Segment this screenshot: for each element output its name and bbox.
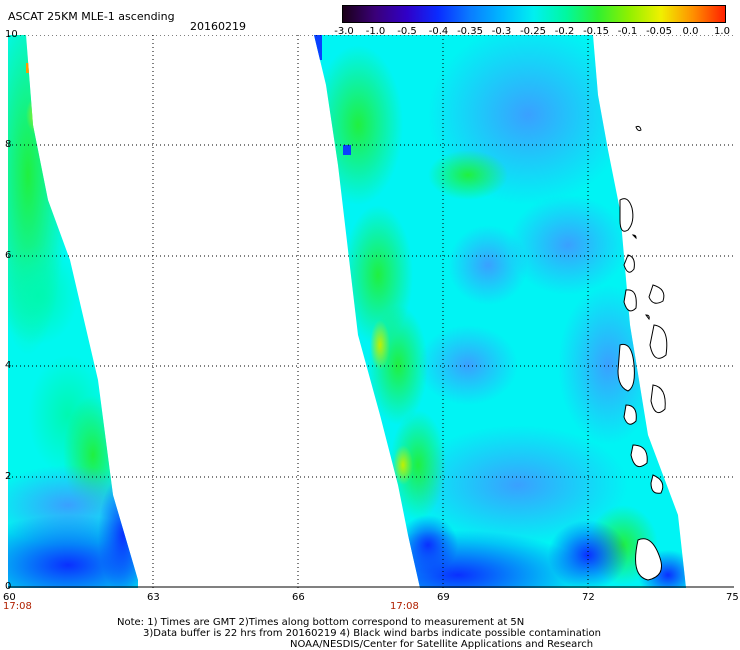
color-scale-segment <box>629 6 662 22</box>
color-scale-segment <box>661 6 694 22</box>
color-scale-label: -0.4 <box>428 26 449 37</box>
y-tick-8: 8 <box>5 139 12 150</box>
color-scale-label: -0.5 <box>397 26 417 37</box>
product-date: 20160219 <box>190 20 246 33</box>
x-tick-69: 69 <box>437 592 450 603</box>
note-line-1: Note: 1) Times are GMT 2)Times along bot… <box>117 617 525 628</box>
x-tick-75: 75 <box>726 592 739 603</box>
color-scale-segment <box>406 6 439 22</box>
color-scale-label: -0.3 <box>491 26 512 37</box>
x-tick-60: 60 <box>3 592 16 603</box>
color-scale-label: -0.35 <box>457 26 483 37</box>
color-scale-label: 1.0 <box>714 26 730 37</box>
color-scale-label: -0.25 <box>520 26 546 37</box>
right-swath <box>314 35 686 588</box>
y-tick-6: 6 <box>5 250 12 261</box>
swath-map <box>8 35 734 588</box>
product-title: ASCAT 25KM MLE-1 ascending <box>8 10 175 23</box>
color-scale-label: -0.2 <box>554 26 575 37</box>
time-label-left: 17:08 <box>3 601 32 612</box>
color-scale-label: 0.0 <box>682 26 699 37</box>
color-scale-label: -1.0 <box>365 26 386 37</box>
color-scale-segment <box>565 6 598 22</box>
color-scale-segment <box>343 6 375 22</box>
note-line-3: NOAA/NESDIS/Center for Satellite Applica… <box>290 639 594 650</box>
color-scale-segment <box>438 6 471 22</box>
y-tick-2: 2 <box>5 471 12 482</box>
color-scale-label: -0.1 <box>617 26 638 37</box>
color-scale-segment <box>502 6 534 22</box>
color-scale-segment <box>533 6 566 22</box>
color-scale-segment <box>693 6 725 22</box>
color-scale-label: -3.0 <box>334 26 354 37</box>
color-scale-bar <box>342 5 726 23</box>
time-label-right: 17:08 <box>390 601 419 612</box>
y-tick-10: 10 <box>5 29 18 40</box>
y-tick-0: 0 <box>5 581 12 592</box>
color-scale-label: -0.05 <box>646 26 672 37</box>
note-line-2: 3)Data buffer is 22 hrs from 20160219 4)… <box>143 628 601 639</box>
x-tick-72: 72 <box>582 592 595 603</box>
color-scale-labels: -3.0 -1.0 -0.5 -0.4 -0.35 -0.3 -0.25 -0.2 -0.15-… <box>332 26 732 38</box>
color-scale-segment <box>470 6 503 22</box>
y-tick-4: 4 <box>5 360 12 371</box>
color-scale-label: -0.15 <box>583 26 609 37</box>
color-scale-segment <box>597 6 630 22</box>
island-outlines <box>617 125 668 581</box>
color-scale-segment <box>374 6 407 22</box>
grid-lines <box>8 35 734 588</box>
x-tick-63: 63 <box>147 592 160 603</box>
x-tick-66: 66 <box>292 592 305 603</box>
